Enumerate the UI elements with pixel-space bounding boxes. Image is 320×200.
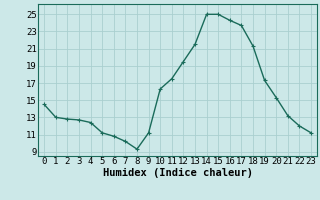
X-axis label: Humidex (Indice chaleur): Humidex (Indice chaleur) bbox=[103, 168, 252, 178]
